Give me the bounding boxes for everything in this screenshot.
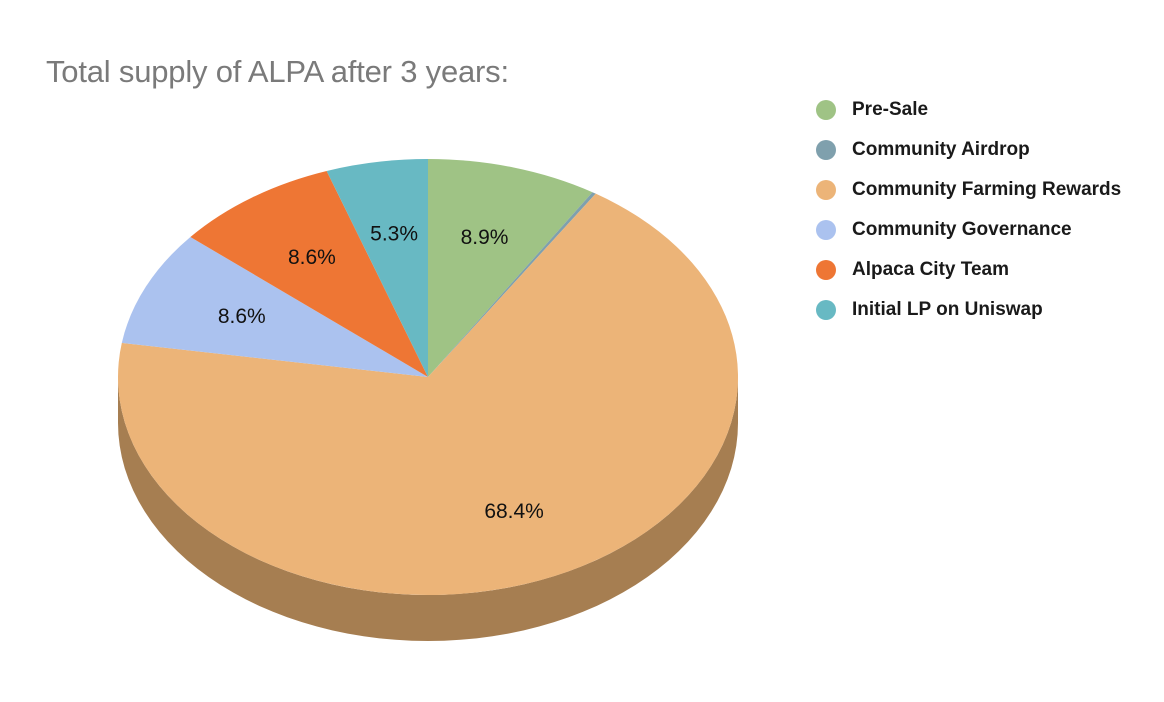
pie-slices-layer	[118, 159, 739, 595]
pie-slice-community-airdrop[interactable]	[428, 192, 596, 377]
pie-slice-initial-lp-on-uniswap[interactable]	[326, 159, 428, 377]
legend-label: Community Governance	[852, 219, 1072, 240]
legend-label: Initial LP on Uniswap	[852, 299, 1043, 320]
pie-depth-layer	[118, 377, 738, 641]
pie-slice-community-farming-rewards[interactable]	[118, 193, 739, 595]
legend-item-pre-sale[interactable]: Pre-Sale	[816, 90, 1121, 130]
legend-label: Pre-Sale	[852, 99, 929, 120]
legend-item-alpaca-city-team[interactable]: Alpaca City Team	[816, 250, 1121, 290]
legend-item-community-airdrop[interactable]: Community Airdrop	[816, 130, 1121, 170]
chart-legend: Pre-Sale Community Airdrop Community Farmi…	[816, 90, 1121, 330]
legend-item-community-farming-rewards[interactable]: Community Farming Rewards	[816, 170, 1121, 210]
pie-label-initial-lp-on-uniswap: 5.3%	[370, 223, 418, 246]
pie-label-community-farming-rewards: 68.4%	[484, 500, 544, 523]
legend-swatch-icon	[816, 140, 836, 160]
legend-swatch-icon	[816, 300, 836, 320]
legend-item-community-governance[interactable]: Community Governance	[816, 210, 1121, 250]
legend-swatch-icon	[816, 220, 836, 240]
pie-side-community-farming-rewards	[118, 377, 738, 641]
chart-title: Total supply of ALPA after 3 years:	[46, 54, 509, 89]
legend-item-initial-lp-on-uniswap[interactable]: Initial LP on Uniswap	[816, 290, 1121, 330]
pie-label-pre-sale: 8.9%	[461, 226, 509, 249]
pie-slice-alpaca-city-team[interactable]	[190, 170, 428, 377]
pie-slice-community-governance[interactable]	[121, 236, 428, 377]
legend-label: Community Airdrop	[852, 139, 1030, 160]
legend-swatch-icon	[816, 260, 836, 280]
legend-swatch-icon	[816, 180, 836, 200]
legend-label: Alpaca City Team	[852, 259, 1009, 280]
pie-label-alpaca-city-team: 8.6%	[288, 246, 336, 269]
pie-labels-layer: 8.9% 68.4% 8.6% 8.6% 5.3%	[218, 223, 544, 523]
pie-slice-pre-sale[interactable]	[428, 159, 593, 377]
legend-label: Community Farming Rewards	[852, 179, 1122, 200]
pie-label-community-governance: 8.6%	[218, 305, 266, 328]
legend-swatch-icon	[816, 100, 836, 120]
